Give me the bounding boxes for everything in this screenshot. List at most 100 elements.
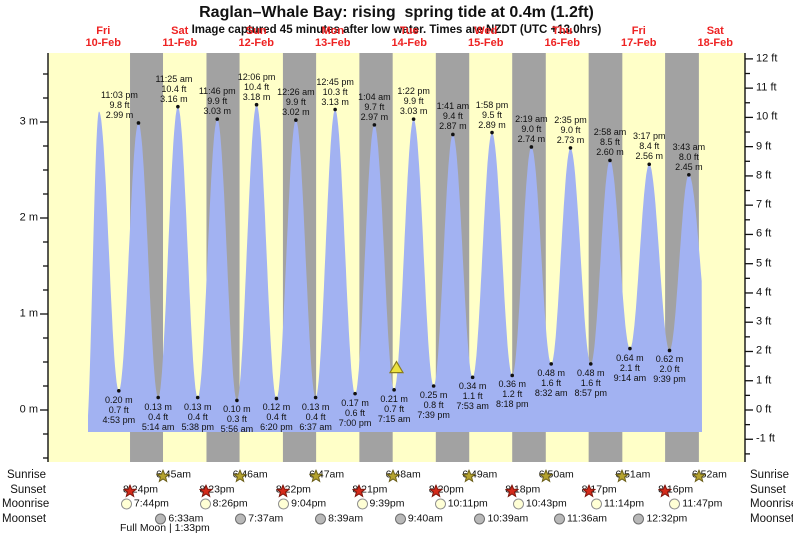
sun-moon-event: 10:11pm	[434, 497, 488, 510]
event-time: 9:40am	[407, 512, 443, 524]
sun-moon-event: 7:44pm	[120, 497, 169, 510]
moonset-circle	[155, 513, 167, 524]
low-tide-annotation: 0.17 m 0.6 ft 7:00 pm	[338, 397, 372, 428]
event-time: 8:20pm	[428, 483, 464, 495]
tide-extremum-dot	[136, 121, 141, 125]
tide-extremum-dot	[588, 362, 593, 366]
tide-extremum-dot	[608, 158, 612, 163]
low-tide-annotation: 0.25 m 0.8 ft 7:39 pm	[417, 390, 450, 420]
sun-moon-event: 8:24pm	[123, 483, 159, 497]
sun-moon-event: 6:48am	[385, 469, 421, 483]
day-label: Wed 15-Feb	[468, 25, 504, 49]
event-time: 7:44pm	[133, 497, 169, 510]
event-time: 8:26pm	[212, 497, 248, 510]
tide-extremum-dot	[451, 132, 455, 137]
event-time: 6:47am	[309, 468, 345, 481]
tide-extremum-dot	[549, 362, 553, 366]
sunset-star	[505, 484, 520, 497]
event-time: 10:43pm	[525, 497, 567, 510]
high-tide-annotation: 2:19 am 9.0 ft 2.74 m	[515, 113, 548, 144]
event-time: 10:11pm	[447, 497, 488, 510]
row-label-sunrise-left: Sunrise	[7, 469, 46, 481]
sunset-star	[658, 484, 673, 497]
high-tide-annotation: 1:22 pm 9.9 ft 3.03 m	[397, 86, 430, 117]
day-label: Fri 17-Feb	[621, 25, 657, 49]
tide-extremum-dot	[647, 162, 652, 167]
tide-extremum-dot	[568, 146, 573, 150]
moonrise-circle	[669, 498, 681, 510]
day-label: Thu 16-Feb	[544, 25, 580, 49]
full-moon-note: Full Moon | 1:33pm	[120, 522, 210, 534]
day-label: Tue 14-Feb	[391, 25, 427, 49]
moonrise-circle	[356, 498, 368, 510]
tide-extremum-dot	[490, 130, 494, 135]
event-time: 6:51am	[615, 468, 651, 481]
event-time: 6:49am	[462, 468, 498, 481]
event-time: 10:39am	[487, 512, 529, 524]
high-tide-annotation: 11:46 pm 9.9 ft 3.03 m	[198, 86, 236, 117]
row-label-moonset-right: Moonset	[750, 512, 793, 525]
sun-moon-event: 8:16pm	[658, 484, 693, 497]
right-axis-tick-label: 3 ft	[756, 315, 772, 328]
event-time: 12:32pm	[646, 512, 688, 524]
sunrise-star	[156, 469, 171, 483]
high-tide-annotation: 1:41 am 9.4 ft 2.87 m	[436, 101, 470, 132]
low-tide-annotation: 0.13 m 0.4 ft 6:37 am	[299, 401, 332, 432]
tide-curve-area	[88, 104, 702, 432]
low-tide-annotation: 0.34 m 1.1 ft 7:53 am	[456, 381, 489, 412]
right-axis-tick-label: 5 ft	[756, 257, 772, 270]
sun-moon-event: 10:43pm	[512, 497, 567, 510]
tide-extremum-dot	[510, 373, 515, 378]
day-label: Sat 18-Feb	[697, 25, 733, 49]
event-time: 8:39am	[328, 512, 364, 524]
sunrise-star	[309, 469, 324, 483]
sun-moon-event: 8:17pm	[581, 484, 617, 497]
chart-subtitle: Image captured 45 minutes after low wate…	[191, 24, 602, 36]
moonset-circle	[235, 513, 247, 524]
sun-moon-event: 9:04pm	[278, 497, 327, 510]
high-tide-annotation: 3:43 am 8.0 ft 2.45 m	[672, 141, 706, 172]
sunrise-star	[691, 469, 706, 483]
sunrise-star	[385, 469, 400, 483]
sunrise-star	[615, 469, 630, 483]
day-label: Sun 12-Feb	[238, 25, 274, 49]
high-tide-annotation: 12:45 pm 10.3 ft 3.13 m	[316, 76, 354, 107]
tide-extremum-dot	[176, 104, 180, 109]
sun-moon-event: 8:26pm	[199, 497, 248, 510]
low-tide-annotation: 0.20 m 0.7 ft 4:53 pm	[102, 394, 136, 425]
tide-extremum-dot	[529, 145, 534, 149]
left-axis-tick-label: 0 m	[19, 403, 38, 416]
sun-moon-event: 6:51am	[615, 468, 651, 483]
high-tide-annotation: 11:03 pm 9.8 ft 2.99 m	[101, 89, 138, 120]
event-time: 6:50am	[538, 468, 574, 481]
sun-moon-event: 6:49am	[462, 468, 498, 483]
sun-moon-event: 11:36am	[553, 512, 608, 524]
tide-extremum-dot	[254, 102, 259, 107]
event-time: 9:04pm	[291, 497, 327, 510]
tide-extremum-dot	[411, 117, 416, 121]
right-axis-tick-label: 12 ft	[756, 52, 778, 65]
moonrise-circle	[278, 498, 290, 510]
low-tide-annotation: 0.36 m 1.2 ft 8:18 pm	[495, 379, 529, 410]
event-time: 8:24pm	[123, 483, 159, 495]
sun-moon-event: 9:40am	[394, 512, 443, 524]
right-axis-tick-label: -1 ft	[756, 432, 775, 445]
moonset-circle	[394, 513, 406, 524]
right-axis-tick-label: 1 ft	[756, 374, 772, 387]
sun-moon-event: 8:39am	[315, 513, 363, 524]
high-tide-annotation: 11:25 am 10.4 ft 3.16 m	[155, 73, 193, 104]
row-label-moonset-left: Moonset	[2, 512, 47, 525]
high-tide-annotation: 12:26 am 9.9 ft 3.02 m	[277, 87, 315, 118]
event-time: 11:36am	[566, 512, 608, 524]
event-time: 8:23pm	[199, 483, 235, 495]
tide-extremum-dot	[687, 173, 691, 177]
tide-extremum-dot	[195, 395, 200, 400]
event-time: 6:46am	[232, 468, 268, 481]
right-axis-tick-label: 4 ft	[756, 286, 772, 299]
high-tide-annotation: 2:58 am 8.5 ft 2.60 m	[593, 127, 627, 158]
sun-moon-event: 6:33am	[155, 513, 203, 524]
sunrise-star	[232, 469, 247, 483]
right-axis-tick-label: 0 ft	[756, 403, 772, 416]
